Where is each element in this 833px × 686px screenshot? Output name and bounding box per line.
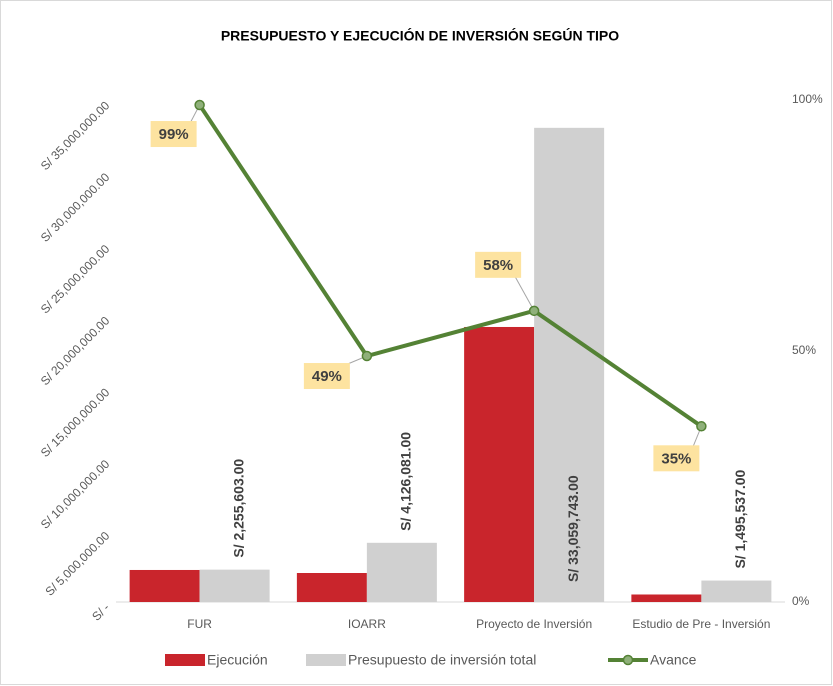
bar-data-label: S/ 33,059,743.00: [565, 475, 581, 582]
line-data-label: 58%: [483, 257, 513, 274]
bar: [366, 542, 437, 602]
y2-tick-label: 50%: [792, 343, 816, 357]
legend-label: Avance: [650, 652, 697, 668]
line-data-label: 49%: [312, 368, 342, 385]
legend-swatch: [165, 654, 205, 666]
line-marker: [528, 305, 540, 317]
bar: [199, 569, 270, 602]
x-tick-label: FUR: [187, 617, 212, 631]
x-tick-label: IOARR: [348, 617, 386, 631]
bar-data-label: S/ 4,126,081.00: [398, 432, 414, 531]
label-box: [475, 251, 522, 278]
bar: [631, 594, 702, 602]
line-series: [197, 103, 703, 428]
chart-title: PRESUPUESTO Y EJECUCIÓN DE INVERSIÓN SEG…: [221, 27, 619, 44]
legend-swatch: [306, 654, 346, 666]
bar: [701, 580, 772, 602]
bar-data-label: S/ 2,255,603.00: [230, 459, 246, 558]
y2-tick-label: 100%: [792, 92, 823, 106]
label-box: [303, 363, 350, 390]
y2-tick-label: 0%: [792, 594, 810, 608]
label-box: [150, 121, 197, 148]
legend-swatch-marker: [622, 654, 634, 666]
x-tick-label: Estudio de Pre - Inversión: [632, 617, 770, 631]
line-data-label: 99%: [159, 126, 189, 143]
bar-data-label: S/ 1,495,537.00: [732, 469, 748, 568]
bar: [129, 569, 200, 602]
legend-label: Presupuesto de inversión total: [348, 652, 536, 668]
bar: [464, 326, 535, 602]
line-data-label: 35%: [661, 450, 691, 467]
label-connector: [513, 274, 535, 312]
line-marker: [696, 421, 707, 432]
label-box: [653, 445, 700, 472]
bar: [534, 127, 605, 602]
bar: [296, 573, 367, 602]
line-marker: [361, 350, 373, 362]
legend-label: Ejecución: [207, 652, 268, 668]
line-marker: [194, 99, 205, 111]
x-tick-label: Proyecto de Inversión: [476, 617, 592, 631]
